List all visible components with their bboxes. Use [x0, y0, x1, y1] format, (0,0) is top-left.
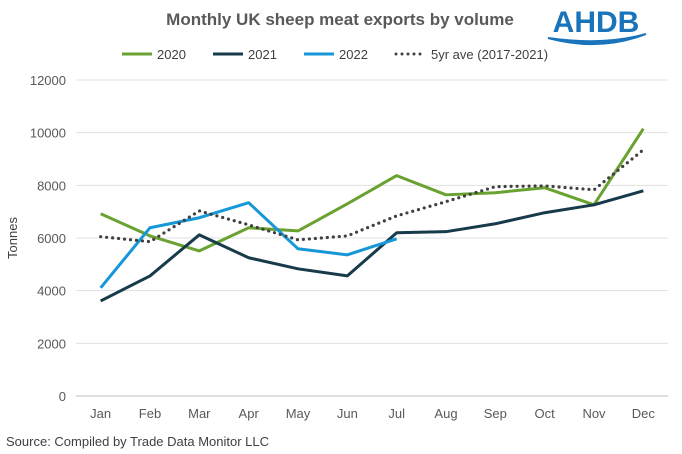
y-axis-label: Tonnes: [5, 217, 20, 259]
legend: 2020 2021 2022 5yr ave (2017-2021): [122, 47, 548, 62]
y-tick-label: 8000: [37, 178, 66, 193]
y-tick-label: 10000: [30, 126, 66, 141]
legend-label: 2022: [339, 47, 368, 62]
y-tick-label: 12000: [30, 73, 66, 88]
x-tick-label: Sep: [484, 406, 507, 421]
y-tick-label: 4000: [37, 284, 66, 299]
y-tick-label: 0: [59, 389, 66, 404]
series-lines: [99, 127, 645, 303]
series-line-2021: [99, 189, 644, 303]
gridlines: [76, 79, 668, 397]
series-line-5yr: [99, 148, 645, 244]
x-tick-label: Feb: [139, 406, 161, 421]
x-tick-label: Jan: [90, 406, 111, 421]
x-tick-label: Mar: [188, 406, 211, 421]
x-axis-ticks: Jan Feb Mar Apr May Jun Jul Aug Sep Oct Nov Dec: [90, 406, 655, 421]
y-tick-label: 2000: [37, 336, 66, 351]
svg-text:AHDB: AHDB: [553, 6, 640, 39]
x-tick-label: Apr: [239, 406, 260, 421]
legend-label: 2021: [248, 47, 277, 62]
series-line-2022: [99, 201, 398, 289]
chart-title: Monthly UK sheep meat exports by volume: [166, 10, 514, 29]
y-tick-label: 6000: [37, 231, 66, 246]
x-tick-label: Dec: [632, 406, 656, 421]
ahdb-logo: AHDB: [547, 6, 647, 46]
series-line-2020: [100, 127, 645, 253]
x-tick-label: May: [286, 406, 311, 421]
x-tick-label: Nov: [582, 406, 606, 421]
x-tick-label: Jun: [337, 406, 358, 421]
x-tick-label: Oct: [535, 406, 556, 421]
legend-label: 5yr ave (2017-2021): [431, 47, 548, 62]
y-axis-ticks: 0 2000 4000 6000 8000 10000 12000: [30, 73, 66, 404]
legend-label: 2020: [157, 47, 186, 62]
x-tick-label: Aug: [434, 406, 457, 421]
source-note: Source: Compiled by Trade Data Monitor L…: [6, 434, 269, 449]
x-tick-label: Jul: [388, 406, 405, 421]
